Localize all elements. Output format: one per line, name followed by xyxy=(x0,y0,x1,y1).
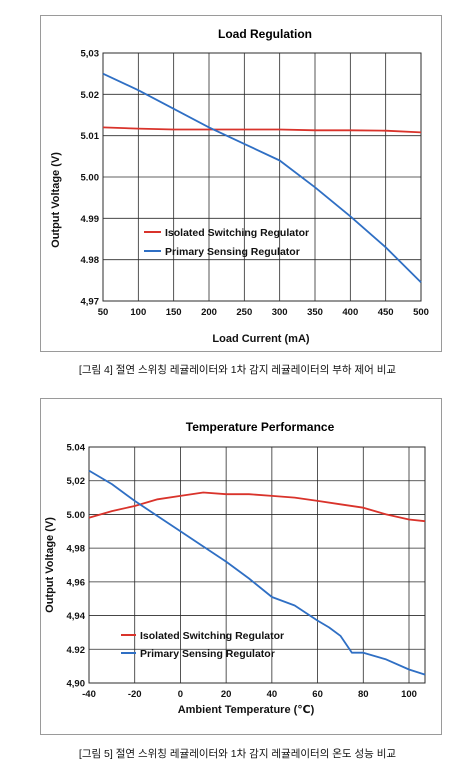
y-axis-label: Output Voltage (V) xyxy=(44,517,56,613)
y-tick-label: 5,02 xyxy=(67,476,86,487)
series-line-primary xyxy=(88,469,426,676)
y-tick-label: 4,96 xyxy=(67,577,86,588)
x-tick-label: 0 xyxy=(178,689,183,700)
x-tick-label: 350 xyxy=(307,307,323,318)
x-tick-label: 100 xyxy=(130,307,146,318)
series-line-isolated xyxy=(102,126,422,134)
x-tick-label: 20 xyxy=(221,689,232,700)
x-axis-label: Ambient Temperature (℃) xyxy=(178,704,315,716)
y-tick-label: 5.02 xyxy=(81,90,100,101)
y-tick-label: 4,94 xyxy=(67,611,86,622)
load-regulation-chart-panel: Load Regulation 4,97 4.98 4.99 5.00 5.01 5.02… xyxy=(40,15,442,352)
y-axis-ticks: 4,90 4.92 4,94 4,96 4,98 5.00 5,02 5.04 xyxy=(67,443,86,690)
y-tick-label: 4.92 xyxy=(67,645,86,656)
chart-caption-2: [그림 5] 절연 스위칭 레귤레이터와 1차 감지 레귤레이터의 온도 성능 … xyxy=(78,748,397,760)
y-tick-label: 4,90 xyxy=(67,679,86,690)
x-tick-label: 450 xyxy=(378,307,394,318)
plot-frame xyxy=(88,446,426,684)
x-tick-label: 100 xyxy=(401,689,417,700)
load-regulation-chart: Load Regulation 4,97 4.98 4.99 5.00 5.01 5.02… xyxy=(50,27,429,345)
x-tick-label: 40 xyxy=(267,689,278,700)
grid xyxy=(88,446,426,684)
temperature-performance-chart-panel: Temperature Performance 4,90 4.92 4,94 4,96… xyxy=(40,398,442,735)
x-tick-label: 150 xyxy=(166,307,182,318)
x-tick-label: 60 xyxy=(312,689,323,700)
x-axis-label: Load Current (mA) xyxy=(212,333,310,345)
series-line-isolated xyxy=(88,491,426,523)
y-axis-ticks: 4,97 4.98 4.99 5.00 5.01 5.02 5,03 xyxy=(81,49,100,308)
x-axis-ticks: -40 -20 0 20 40 60 80 100 xyxy=(82,689,417,700)
y-tick-label: 4,98 xyxy=(67,544,86,555)
legend-label-isolated: Isolated Switching Regulator xyxy=(165,227,309,239)
x-tick-label: 250 xyxy=(236,307,252,318)
legend-label-isolated: Isolated Switching Regulator xyxy=(140,630,284,642)
temperature-performance-chart: Temperature Performance 4,90 4.92 4,94 4,96… xyxy=(44,420,426,716)
y-tick-label: 4,97 xyxy=(81,297,100,308)
series-line-primary xyxy=(102,72,422,284)
x-tick-label: 300 xyxy=(272,307,288,318)
legend-label-primary: Primary Sensing Regulator xyxy=(165,246,300,258)
y-tick-label: 5.00 xyxy=(67,510,86,521)
x-tick-label: 50 xyxy=(98,307,109,318)
x-tick-label: -40 xyxy=(82,689,96,700)
x-tick-label: 500 xyxy=(413,307,429,318)
plot-frame xyxy=(102,52,422,302)
y-tick-label: 4.99 xyxy=(81,214,100,225)
x-tick-label: 80 xyxy=(358,689,369,700)
legend: Isolated Switching Regulator Primary Sen… xyxy=(144,227,309,258)
legend: Isolated Switching Regulator Primary Sen… xyxy=(121,630,284,660)
y-tick-label: 5.01 xyxy=(81,131,100,142)
y-tick-label: 4.98 xyxy=(81,255,100,266)
y-axis-label: Output Voltage (V) xyxy=(50,152,62,248)
chart-title: Temperature Performance xyxy=(186,420,335,434)
y-tick-label: 5.04 xyxy=(67,443,86,454)
y-tick-label: 5,03 xyxy=(81,49,100,60)
x-tick-label: -20 xyxy=(128,689,142,700)
x-axis-ticks: 50 100 150 200 250 300 350 400 450 500 xyxy=(98,307,429,318)
legend-label-primary: Primary Sensing Regulator xyxy=(140,648,275,660)
grid xyxy=(102,52,422,302)
chart-caption-1: [그림 4] 절연 스위칭 레귤레이터와 1차 감지 레귤레이터의 부하 제어 … xyxy=(78,364,397,376)
chart-title: Load Regulation xyxy=(218,27,312,41)
series-group xyxy=(88,469,426,676)
series-group xyxy=(102,72,422,284)
x-tick-label: 400 xyxy=(342,307,358,318)
x-tick-label: 200 xyxy=(201,307,217,318)
y-tick-label: 5.00 xyxy=(81,173,100,184)
